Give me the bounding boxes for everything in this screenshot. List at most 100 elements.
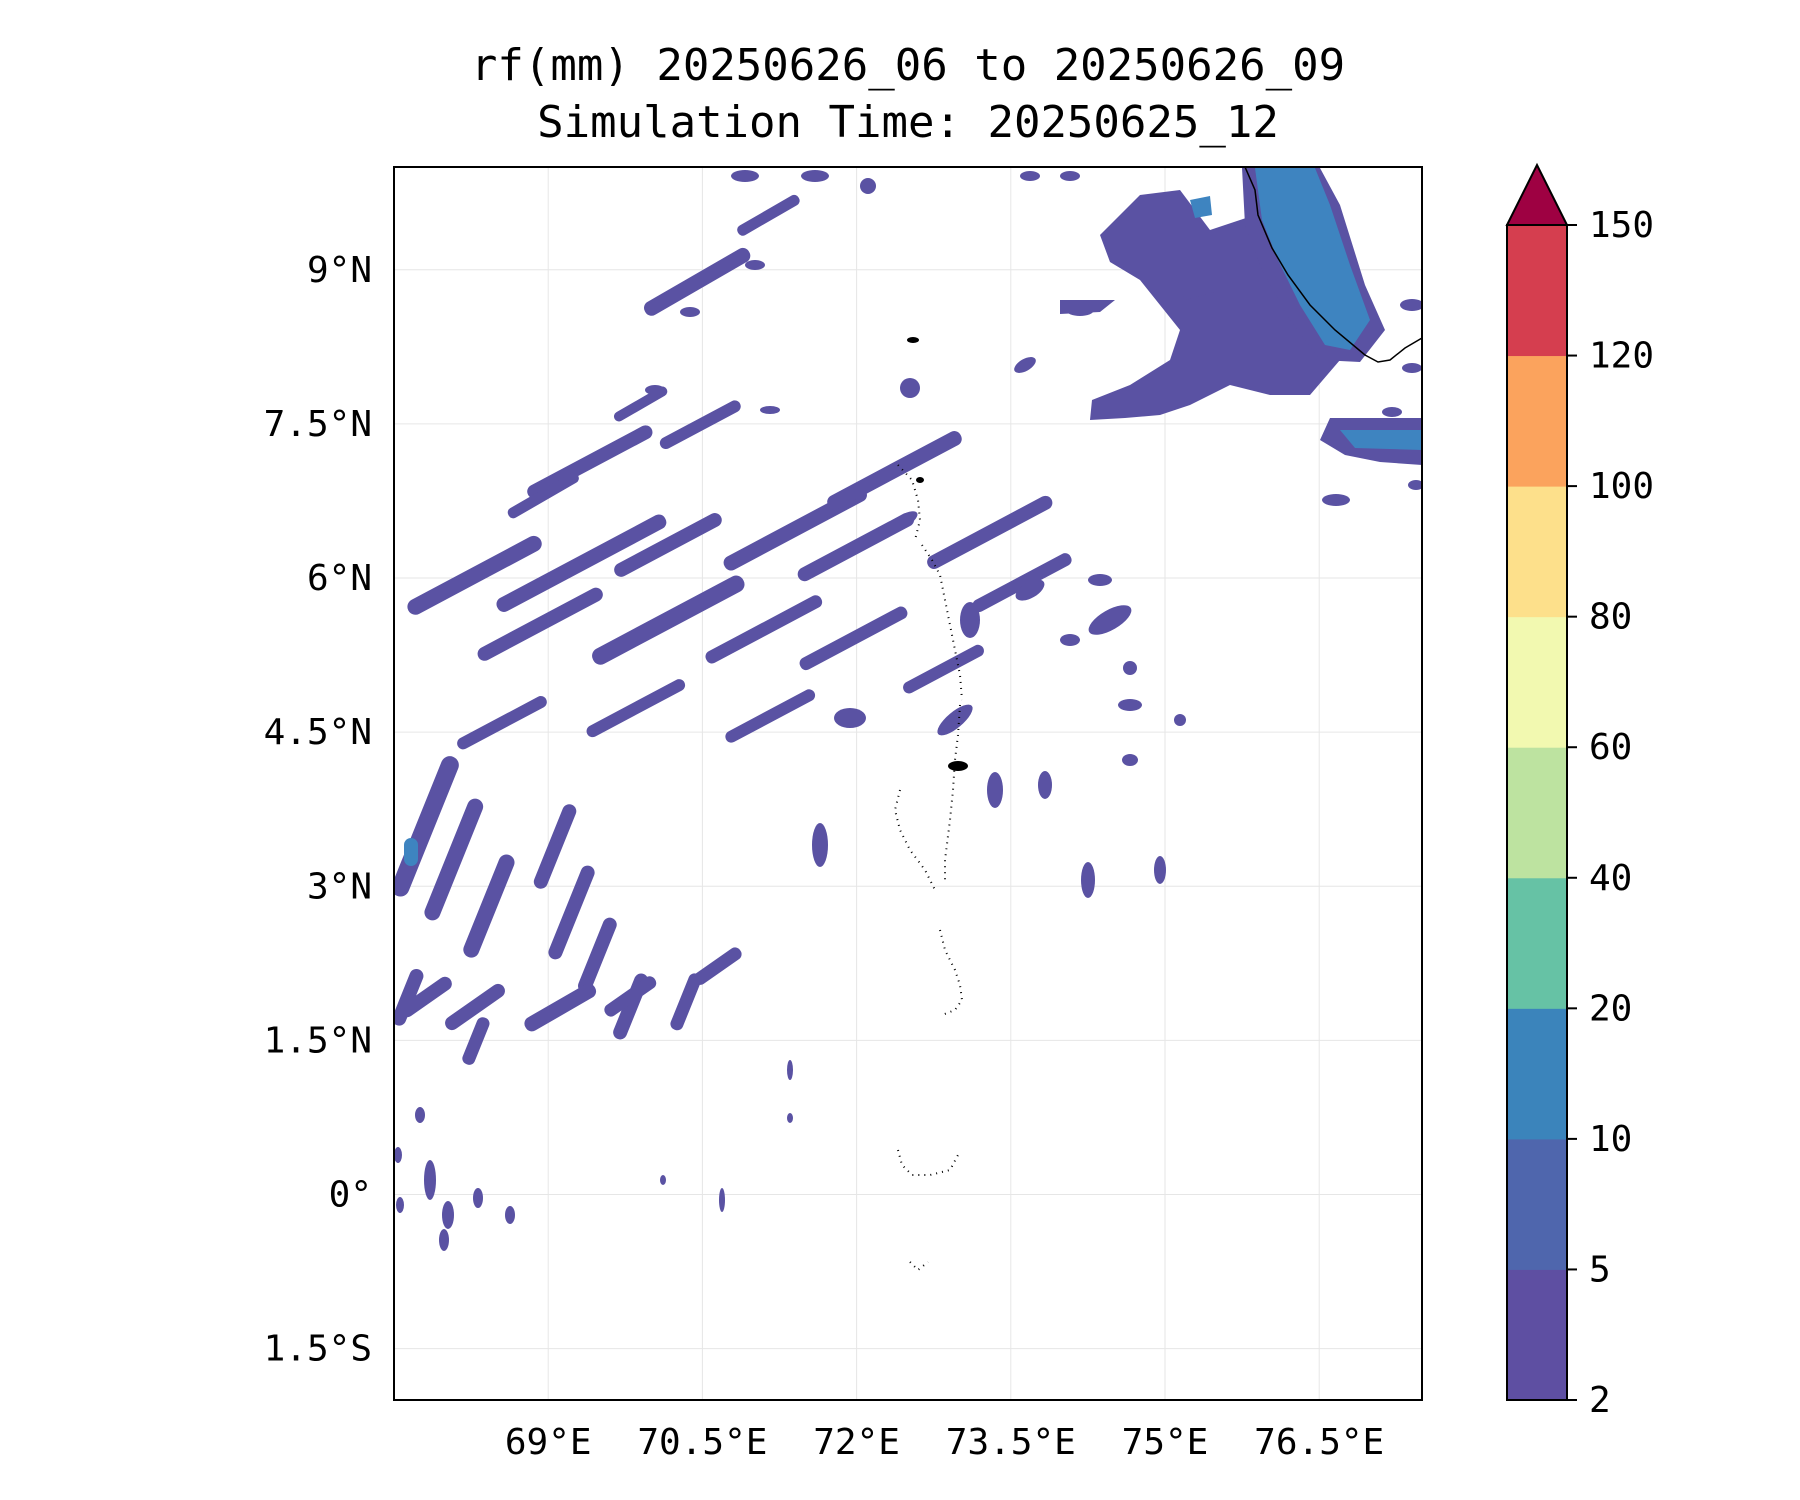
rain-streak [613, 386, 668, 422]
colorbar-tick-label: 60 [1589, 727, 1632, 768]
rain-streak [927, 495, 1053, 570]
atoll [916, 477, 924, 483]
rain-cell [731, 170, 759, 182]
rain-cell [1015, 579, 1045, 601]
map-panel: 69°E 70.5°E 72°E 73.5°E 75°E 76.5°E 9°N 7.5°N 6… [264, 166, 1423, 1463]
y-tick-label: 1.5°S [264, 1329, 372, 1370]
colorbar-segment [1507, 486, 1567, 618]
colorbar-tick-label: 100 [1589, 466, 1654, 507]
rain-cell [439, 1229, 449, 1251]
rain-cell [900, 378, 920, 398]
colorbar-segment [1507, 747, 1567, 879]
rain-streak [614, 513, 722, 577]
colorbar-segment [1507, 1008, 1567, 1140]
rain-cell [415, 1107, 425, 1123]
rain-streak [827, 431, 962, 510]
rain-streak [799, 606, 908, 671]
rain-cell [578, 917, 617, 993]
colorbar-tick-label: 10 [1589, 1119, 1632, 1160]
rain-cell [719, 1188, 725, 1212]
colorbar-segment [1507, 225, 1567, 357]
rain-streak [496, 514, 667, 612]
island-chain [893, 464, 964, 1272]
rain-cell [960, 602, 980, 638]
rain-cell [424, 798, 484, 921]
rain-cell [1081, 862, 1095, 898]
rain-cell [442, 1201, 454, 1229]
rain-cell [987, 772, 1003, 808]
rain-cell [1122, 754, 1138, 766]
figure-title-line-2: Simulation Time: 20250625_12 [537, 97, 1279, 148]
colorbar-tick-label: 5 [1589, 1249, 1611, 1290]
y-tick-label: 7.5°N [264, 404, 372, 445]
rain-cell [680, 307, 700, 317]
coastal-rain-band [1060, 168, 1422, 465]
rain-cell [812, 823, 828, 867]
rain-cell [693, 947, 742, 985]
rain-streak [725, 689, 816, 743]
figure-title-line-1: rf(mm) 20250626_06 to 20250626_09 [471, 40, 1345, 91]
rain-cell [1014, 357, 1036, 373]
rain-cell [660, 1175, 666, 1185]
rain-streak [407, 535, 542, 615]
rain-cell [1088, 574, 1112, 586]
rain-cell [760, 406, 780, 414]
rainfall-field [338, 167, 1422, 1272]
rain-cell [548, 865, 595, 960]
rain-cell [404, 838, 418, 866]
rain-streak [659, 400, 741, 450]
rain-cell [1118, 699, 1142, 711]
rain-cell [1400, 299, 1422, 311]
rain-cell [1154, 856, 1166, 884]
rain-cell [338, 926, 379, 997]
rain-streak [592, 575, 745, 665]
rain-cell [394, 1147, 402, 1163]
x-tick-label: 72°E [813, 1422, 900, 1463]
rain-cell [396, 1197, 404, 1213]
colorbar-tick-label: 120 [1589, 336, 1654, 377]
rain-streak [797, 512, 915, 582]
rain-cell [892, 511, 918, 529]
rain-cell [937, 704, 973, 736]
colorbar-segment [1507, 1269, 1567, 1401]
rain-cell [1322, 494, 1350, 506]
rain-cell [1382, 407, 1402, 417]
rain-cell [1088, 605, 1132, 635]
rain-streak [477, 587, 603, 661]
y-tick-label: 1.5°N [264, 1020, 372, 1061]
rain-cell [1174, 714, 1186, 726]
x-tick-label: 70.5°E [637, 1422, 767, 1463]
rain-cell [394, 969, 424, 1026]
rain-streak [705, 595, 823, 664]
colorbar-tick-label: 20 [1589, 988, 1632, 1029]
colorbar-frame [1506, 224, 1568, 1401]
colorbar-tick-label: 2 [1589, 1380, 1611, 1421]
y-tick-label: 9°N [307, 250, 372, 291]
colorbar-tick-label: 40 [1589, 858, 1632, 899]
atoll [948, 761, 968, 771]
rain-cell [1020, 171, 1040, 181]
x-tick-label: 69°E [505, 1422, 592, 1463]
rain-cell [834, 708, 866, 728]
coastline [1244, 167, 1422, 363]
rain-cell [604, 976, 657, 1017]
y-axis-ticks: 9°N 7.5°N 6°N 4.5°N 3°N 1.5°N 0° 1.5°S [264, 250, 372, 1370]
rain-cell [400, 976, 452, 1018]
rain-streak [903, 644, 984, 694]
rain-cell [445, 983, 505, 1031]
y-tick-label: 3°N [307, 866, 372, 907]
colorbar-tick-label: 80 [1589, 597, 1632, 638]
rain-cell [462, 1017, 490, 1065]
x-tick-label: 76.5°E [1254, 1422, 1384, 1463]
colorbar: 2 5 10 20 40 60 80 100 120 150 [1505, 162, 1654, 1421]
rain-streak [527, 425, 653, 499]
rain-streak [457, 696, 547, 750]
colorbar-segment [1507, 616, 1567, 748]
colorbar-segment [1507, 877, 1567, 1009]
rain-cell [424, 1160, 436, 1200]
colorbar-segment [1507, 355, 1567, 487]
rain-cell [1060, 171, 1080, 181]
colorbar-segment [1507, 1138, 1567, 1270]
x-tick-label: 75°E [1122, 1422, 1209, 1463]
